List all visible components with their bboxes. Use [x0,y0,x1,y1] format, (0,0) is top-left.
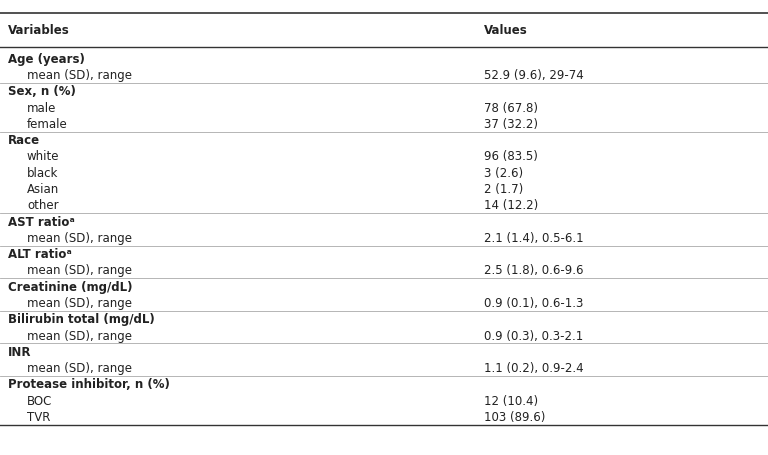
Text: 2 (1.7): 2 (1.7) [484,182,523,196]
Text: white: white [27,150,59,163]
Text: 52.9 (9.6), 29-74: 52.9 (9.6), 29-74 [484,69,584,82]
Text: Variables: Variables [8,24,69,37]
Text: 1.1 (0.2), 0.9-2.4: 1.1 (0.2), 0.9-2.4 [484,361,584,374]
Text: 2.1 (1.4), 0.5-6.1: 2.1 (1.4), 0.5-6.1 [484,232,584,244]
Text: 96 (83.5): 96 (83.5) [484,150,538,163]
Text: Bilirubin total (mg/dL): Bilirubin total (mg/dL) [8,313,154,326]
Text: 2.5 (1.8), 0.6-9.6: 2.5 (1.8), 0.6-9.6 [484,264,584,277]
Text: 3 (2.6): 3 (2.6) [484,167,523,179]
Text: female: female [27,118,68,131]
Text: mean (SD), range: mean (SD), range [27,329,132,342]
Text: 0.9 (0.1), 0.6-1.3: 0.9 (0.1), 0.6-1.3 [484,296,583,309]
Text: Race: Race [8,134,40,147]
Text: 0.9 (0.3), 0.3-2.1: 0.9 (0.3), 0.3-2.1 [484,329,583,342]
Text: male: male [27,101,56,114]
Text: Sex, n (%): Sex, n (%) [8,85,75,98]
Text: mean (SD), range: mean (SD), range [27,264,132,277]
Text: Age (years): Age (years) [8,53,84,66]
Text: ALT ratioᵃ: ALT ratioᵃ [8,248,71,261]
Text: mean (SD), range: mean (SD), range [27,361,132,374]
Text: 103 (89.6): 103 (89.6) [484,410,545,423]
Text: AST ratioᵃ: AST ratioᵃ [8,215,74,228]
Text: TVR: TVR [27,410,50,423]
Text: mean (SD), range: mean (SD), range [27,232,132,244]
Text: Asian: Asian [27,182,59,196]
Text: mean (SD), range: mean (SD), range [27,69,132,82]
Text: 78 (67.8): 78 (67.8) [484,101,538,114]
Text: 12 (10.4): 12 (10.4) [484,394,538,407]
Text: INR: INR [8,345,31,358]
Text: other: other [27,199,58,212]
Text: 37 (32.2): 37 (32.2) [484,118,538,131]
Text: BOC: BOC [27,394,52,407]
Text: Creatinine (mg/dL): Creatinine (mg/dL) [8,280,132,293]
Text: Protease inhibitor, n (%): Protease inhibitor, n (%) [8,378,170,391]
Text: black: black [27,167,58,179]
Text: mean (SD), range: mean (SD), range [27,296,132,309]
Text: 14 (12.2): 14 (12.2) [484,199,538,212]
Text: Values: Values [484,24,528,37]
